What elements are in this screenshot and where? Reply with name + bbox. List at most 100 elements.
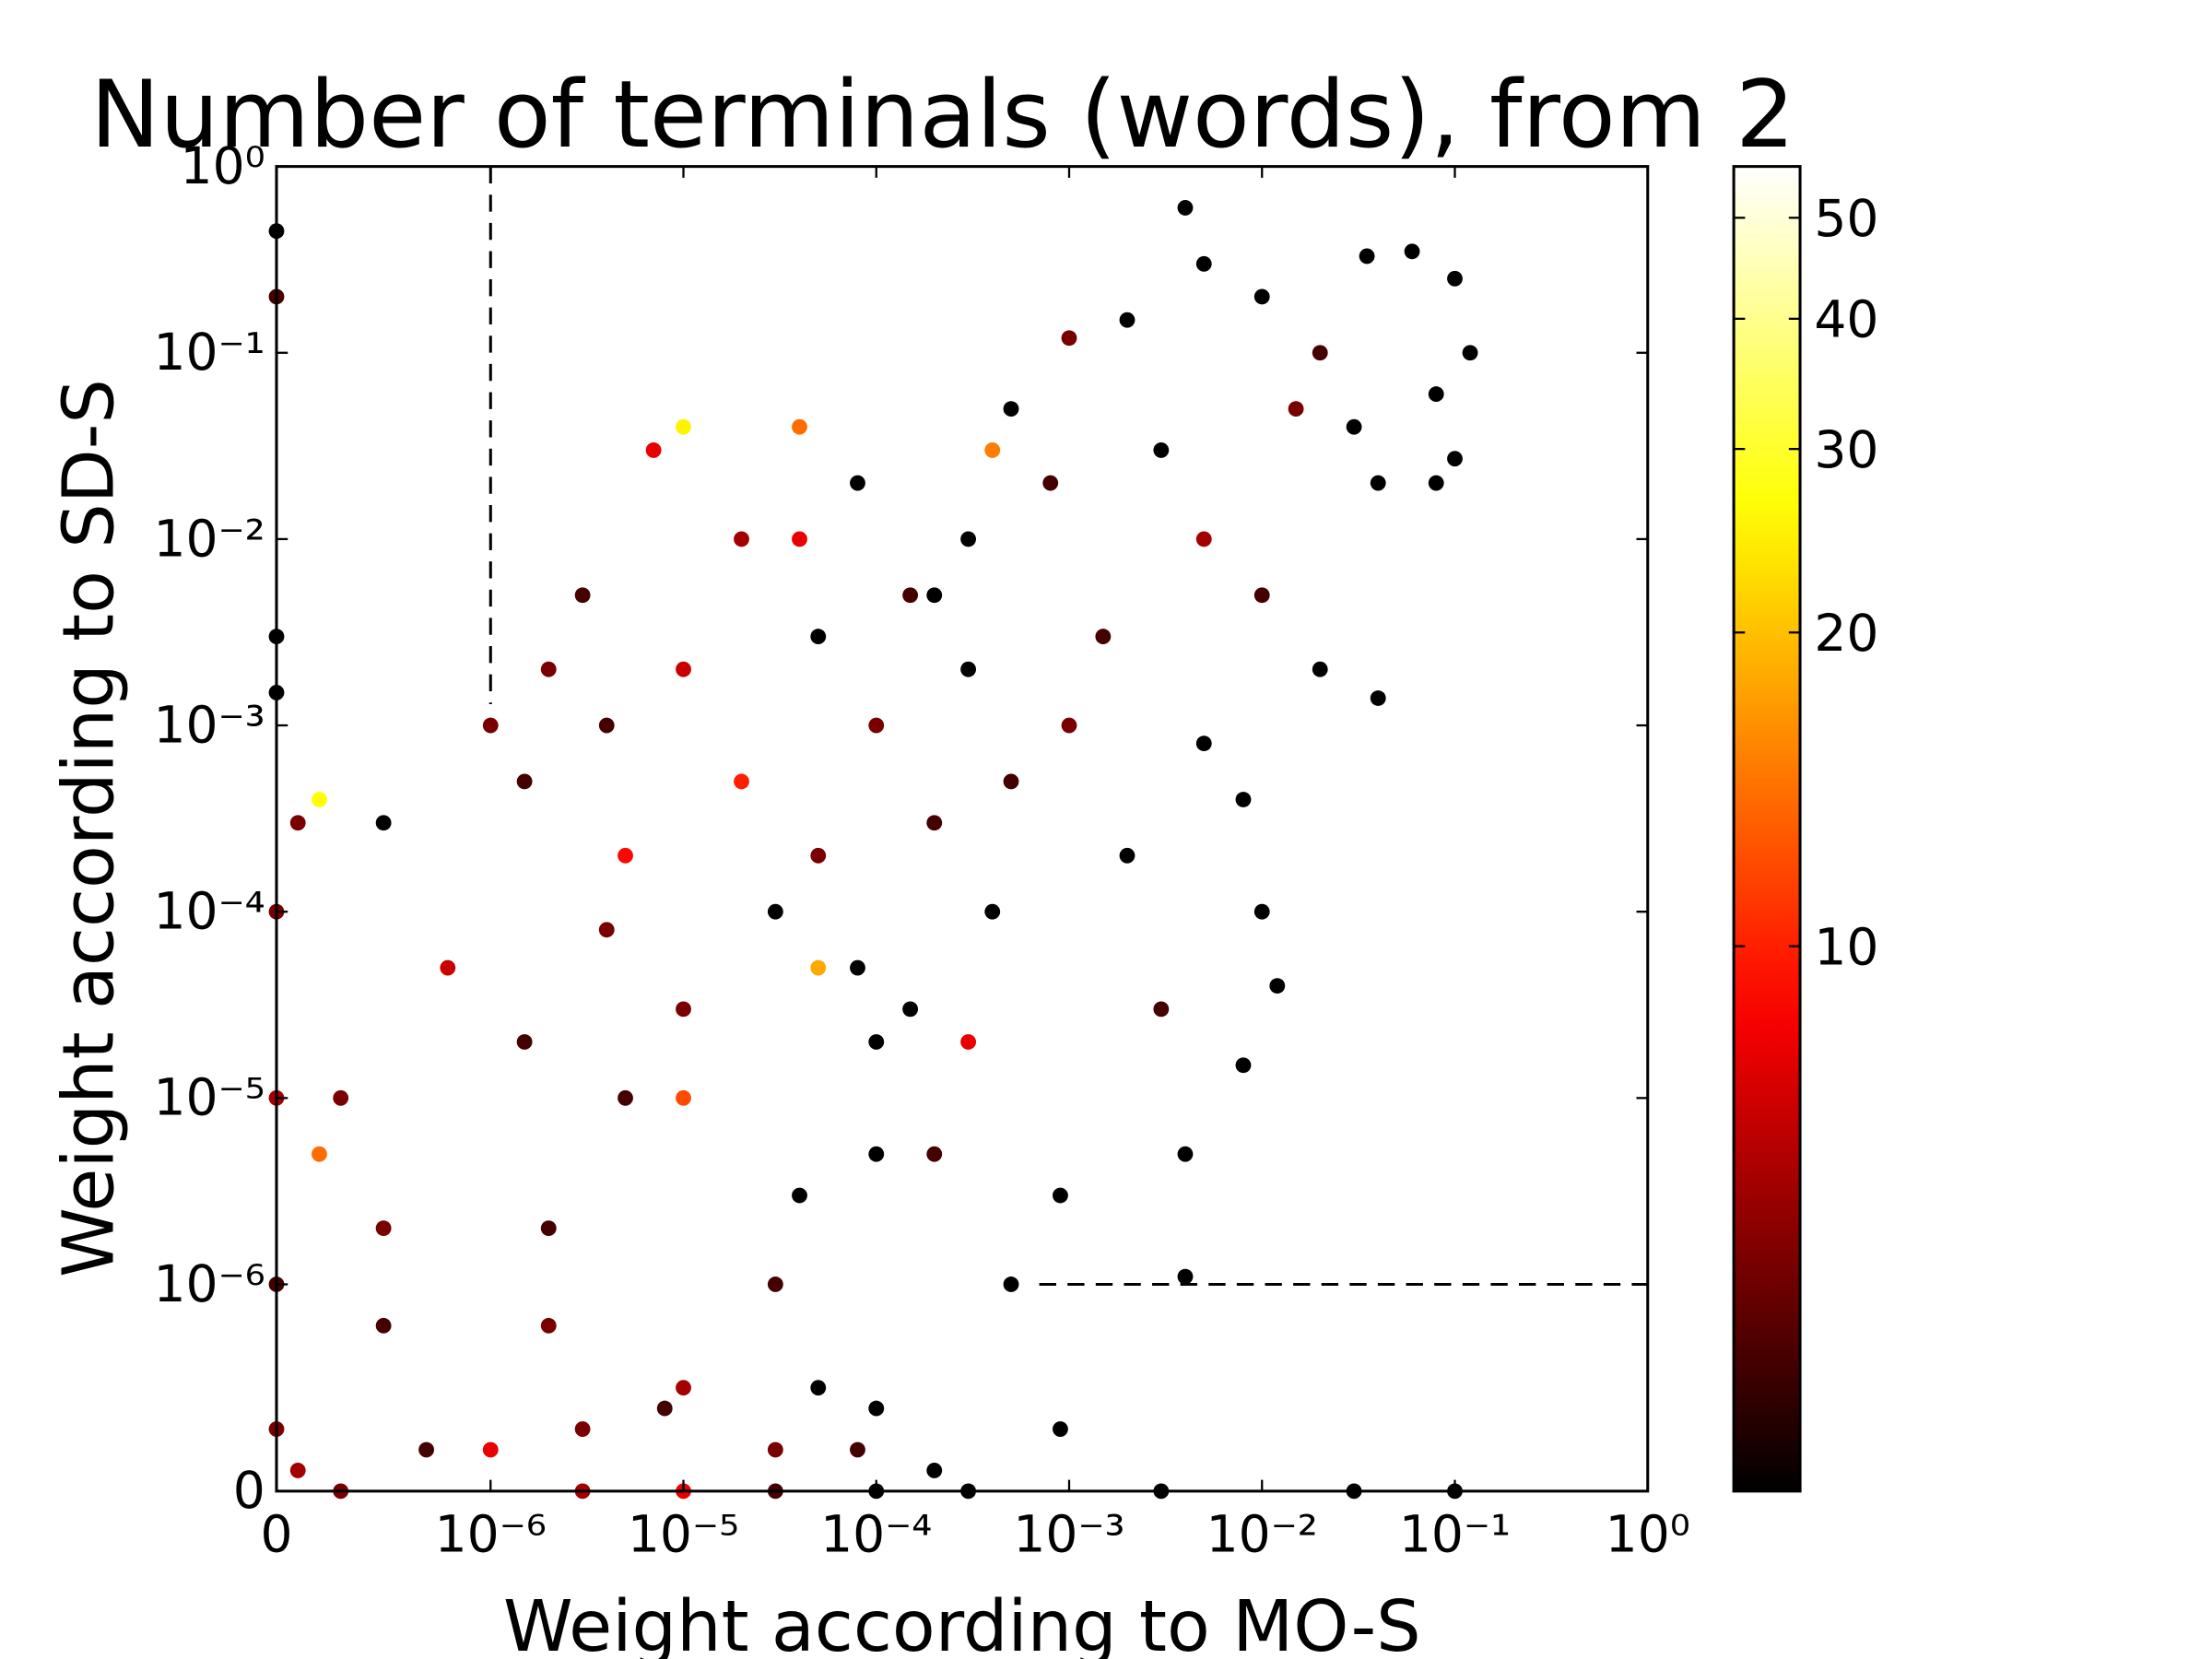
- x-tick-label: 10⁻²: [1206, 1505, 1318, 1564]
- y-tick-label: 10⁻²: [153, 509, 265, 568]
- point: [540, 1220, 557, 1237]
- point: [1253, 903, 1270, 920]
- x-tick-label: 10⁰: [1606, 1505, 1690, 1564]
- point: [1061, 330, 1077, 347]
- point: [810, 959, 827, 976]
- point: [676, 1380, 691, 1396]
- point: [1003, 401, 1019, 418]
- point: [598, 717, 615, 734]
- point: [810, 1380, 827, 1396]
- y-tick-label: 10⁰: [181, 136, 265, 195]
- point: [1003, 1277, 1019, 1292]
- colorbar-tick-label: 50: [1814, 189, 1878, 248]
- point: [676, 1089, 691, 1106]
- x-tick-label: 10⁻¹: [1399, 1505, 1511, 1564]
- point: [868, 1034, 885, 1050]
- colorbar-tick-label: 20: [1814, 604, 1878, 663]
- point: [850, 475, 865, 491]
- colorbar-tick-label: 30: [1814, 420, 1878, 479]
- point: [375, 1220, 392, 1237]
- y-tick-label: 10⁻⁴: [153, 882, 265, 941]
- point: [1359, 248, 1375, 265]
- point: [960, 531, 977, 547]
- point: [598, 922, 615, 938]
- point: [1195, 735, 1212, 752]
- point: [1153, 442, 1170, 458]
- point: [676, 661, 691, 677]
- point: [1119, 312, 1135, 328]
- point: [482, 1441, 499, 1458]
- point: [902, 587, 919, 604]
- point: [440, 959, 456, 976]
- point: [375, 1317, 392, 1334]
- point: [1053, 1187, 1068, 1204]
- point: [1312, 661, 1328, 677]
- point: [1462, 345, 1478, 361]
- point: [540, 1317, 557, 1334]
- y-tick-label: 0: [233, 1461, 265, 1520]
- point: [984, 442, 1001, 458]
- x-axis-label: Weight according to MO-S: [503, 1586, 1421, 1659]
- point: [1153, 1001, 1170, 1018]
- point: [960, 1034, 977, 1050]
- point: [1177, 200, 1194, 216]
- y-tick-label: 10⁻¹: [153, 323, 265, 382]
- point: [902, 1001, 919, 1018]
- point: [868, 717, 885, 734]
- point: [574, 1421, 591, 1437]
- point: [574, 587, 591, 604]
- point: [792, 1187, 807, 1204]
- x-tick-label: 10⁻⁵: [628, 1505, 739, 1564]
- point: [289, 815, 306, 831]
- point: [1042, 475, 1059, 491]
- point: [1404, 243, 1420, 260]
- point: [312, 1146, 327, 1162]
- point: [1177, 1268, 1194, 1285]
- point: [516, 773, 533, 790]
- point: [792, 418, 807, 435]
- point: [1428, 386, 1444, 403]
- point: [645, 442, 662, 458]
- point: [1095, 629, 1112, 645]
- point: [926, 587, 943, 604]
- point: [418, 1441, 435, 1458]
- y-tick-label: 10⁻³: [153, 695, 265, 754]
- x-tick-label: 10⁻⁴: [820, 1505, 932, 1564]
- point: [734, 531, 749, 547]
- x-tick-label: 10⁻³: [1013, 1505, 1124, 1564]
- point: [540, 661, 557, 677]
- point: [656, 1400, 673, 1417]
- point: [850, 959, 865, 976]
- point: [1447, 270, 1463, 287]
- point: [926, 1463, 943, 1478]
- point: [1288, 401, 1304, 418]
- point: [868, 1400, 885, 1417]
- colorbar: [1732, 165, 1802, 1493]
- point: [333, 1089, 349, 1106]
- point: [960, 661, 977, 677]
- point: [792, 531, 807, 547]
- point: [375, 815, 392, 831]
- points: [268, 200, 1478, 1500]
- x-tick-label: 10⁻⁶: [435, 1505, 547, 1564]
- point: [676, 418, 691, 435]
- point: [618, 1089, 633, 1106]
- colorbar-tick-label: 10: [1814, 918, 1878, 977]
- point: [289, 1463, 306, 1478]
- point: [312, 792, 327, 807]
- point: [618, 847, 633, 864]
- axes-overlay: 0 10⁻⁶ 10⁻⁵ 10⁻⁴ 10⁻³ 10⁻² 10⁻¹ 10⁰ 0 10⁻⁶ 10⁻⁵ 10⁻…: [153, 136, 1878, 1564]
- point: [1195, 531, 1212, 547]
- point: [1447, 451, 1463, 467]
- point: [676, 1001, 691, 1018]
- x-tick-label: 0: [260, 1505, 292, 1564]
- point: [1119, 847, 1135, 864]
- point: [1003, 773, 1019, 790]
- point: [1428, 475, 1444, 491]
- point: [1269, 978, 1286, 994]
- point: [1370, 690, 1386, 706]
- y-tick-label: 10⁻⁶: [153, 1254, 265, 1313]
- y-axis-label: Weight according to SD-S: [48, 379, 130, 1277]
